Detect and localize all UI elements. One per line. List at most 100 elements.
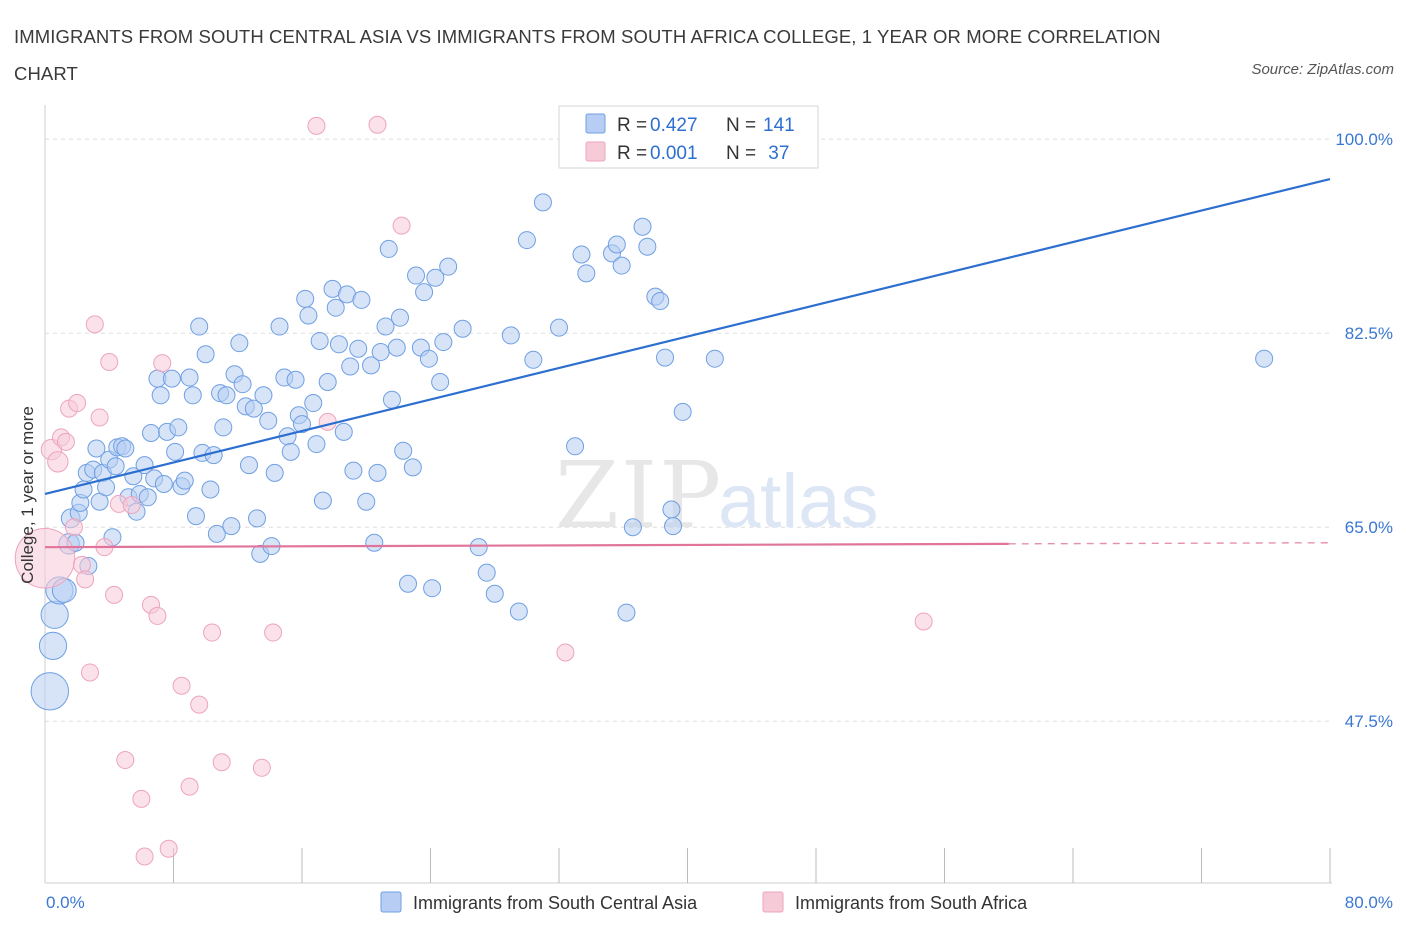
- legend-label-south-africa: Immigrants from South Africa: [795, 893, 1028, 913]
- point-south-central-asia: [30, 672, 70, 711]
- point-south-central-asia: [382, 390, 401, 409]
- point-south-africa: [100, 353, 119, 372]
- point-south-central-asia: [419, 349, 438, 368]
- legend-swatch-south-africa: [762, 891, 784, 913]
- point-south-central-asia: [407, 266, 426, 285]
- point-south-africa: [132, 789, 151, 808]
- point-south-central-asia: [296, 289, 315, 308]
- point-south-central-asia: [265, 463, 284, 482]
- point-south-africa: [148, 606, 167, 625]
- point-south-central-asia: [612, 256, 631, 275]
- point-south-africa: [153, 354, 172, 373]
- point-south-central-asia: [254, 386, 273, 405]
- point-south-africa: [85, 315, 104, 334]
- point-south-central-asia: [357, 492, 376, 511]
- point-south-central-asia: [394, 441, 413, 460]
- trend-line-south-africa: [44, 542, 1009, 549]
- point-south-central-asia: [376, 317, 395, 336]
- stats-n-label: N =: [726, 115, 761, 136]
- point-south-central-asia: [329, 335, 348, 354]
- stats-r-label: R =: [617, 115, 652, 136]
- point-south-central-asia: [379, 239, 398, 258]
- stats-r-label: R =: [617, 143, 652, 164]
- point-south-central-asia: [326, 298, 345, 317]
- point-south-central-asia: [214, 418, 233, 437]
- trend-layer: [44, 178, 1331, 549]
- point-south-central-asia: [183, 386, 202, 405]
- point-south-central-asia: [154, 474, 173, 493]
- point-south-central-asia: [106, 457, 125, 476]
- point-south-central-asia: [239, 456, 258, 475]
- point-south-central-asia: [365, 533, 384, 552]
- point-south-central-asia: [40, 600, 69, 629]
- y-tick-label: 47.5%: [1345, 712, 1393, 731]
- series-legend: Immigrants from South Central Asia Immig…: [380, 891, 1028, 913]
- point-south-africa: [264, 623, 283, 642]
- point-south-africa: [64, 518, 83, 537]
- point-south-africa: [180, 777, 199, 796]
- point-south-africa: [212, 753, 231, 772]
- point-south-central-asia: [439, 257, 458, 276]
- trend-line-south-central-asia: [44, 178, 1331, 496]
- point-south-africa: [80, 663, 99, 682]
- point-south-central-asia: [517, 231, 536, 250]
- point-south-central-asia: [196, 345, 215, 364]
- point-south-africa: [105, 585, 124, 604]
- point-south-central-asia: [638, 237, 657, 256]
- point-south-central-asia: [116, 439, 135, 458]
- point-south-central-asia: [673, 402, 692, 421]
- point-south-africa: [307, 116, 326, 135]
- point-south-central-asia: [550, 318, 568, 337]
- point-south-africa: [914, 612, 933, 631]
- point-south-central-asia: [310, 331, 329, 350]
- stats-legend-swatch-pink: [585, 141, 606, 162]
- point-south-central-asia: [431, 372, 450, 391]
- point-south-central-asia: [623, 518, 642, 537]
- point-south-central-asia: [244, 399, 263, 418]
- point-south-central-asia: [387, 338, 406, 357]
- point-south-central-asia: [399, 574, 418, 593]
- x-tick-label: 80.0%: [1345, 893, 1393, 912]
- point-south-central-asia: [341, 357, 360, 376]
- point-south-central-asia: [371, 343, 390, 362]
- stats-n-value: 37: [763, 143, 789, 164]
- point-south-central-asia: [38, 631, 68, 660]
- point-south-central-asia: [201, 480, 220, 499]
- point-south-central-asia: [344, 461, 363, 480]
- y-tick-label: 65.0%: [1345, 518, 1393, 537]
- point-south-central-asia: [318, 372, 337, 391]
- point-south-central-asia: [180, 368, 199, 387]
- point-south-africa: [68, 394, 87, 413]
- points-layer: [14, 115, 1274, 866]
- point-south-central-asia: [572, 245, 591, 264]
- point-south-central-asia: [175, 471, 194, 490]
- point-south-central-asia: [577, 264, 596, 283]
- point-south-central-asia: [207, 524, 226, 543]
- point-south-africa: [392, 216, 411, 235]
- point-south-central-asia: [313, 491, 332, 510]
- point-south-central-asia: [270, 317, 289, 336]
- point-south-africa: [172, 676, 191, 695]
- point-south-central-asia: [705, 349, 724, 368]
- point-south-central-asia: [415, 283, 434, 302]
- point-south-central-asia: [169, 418, 188, 437]
- point-south-africa: [368, 115, 387, 134]
- point-south-central-asia: [281, 442, 300, 461]
- point-south-central-asia: [434, 333, 453, 352]
- point-south-africa: [76, 570, 95, 589]
- point-south-africa: [318, 412, 337, 431]
- point-south-central-asia: [166, 442, 185, 461]
- point-south-central-asia: [1255, 349, 1274, 368]
- watermark-atlas: atlas: [718, 459, 879, 544]
- legend-label-south-central-asia: Immigrants from South Central Asia: [413, 893, 698, 913]
- point-south-africa: [56, 432, 75, 451]
- labels-layer: 100.0% 82.5% 65.0% 47.5% 0.0% 80.0%: [46, 130, 1393, 912]
- stats-n-label: N =: [726, 143, 761, 164]
- point-south-central-asia: [617, 603, 636, 622]
- point-south-central-asia: [151, 386, 170, 405]
- point-south-central-asia: [662, 500, 681, 519]
- y-tick-label: 82.5%: [1345, 324, 1393, 343]
- source-label: Source: ZipAtlas.com: [1251, 61, 1394, 78]
- point-south-africa: [116, 751, 135, 770]
